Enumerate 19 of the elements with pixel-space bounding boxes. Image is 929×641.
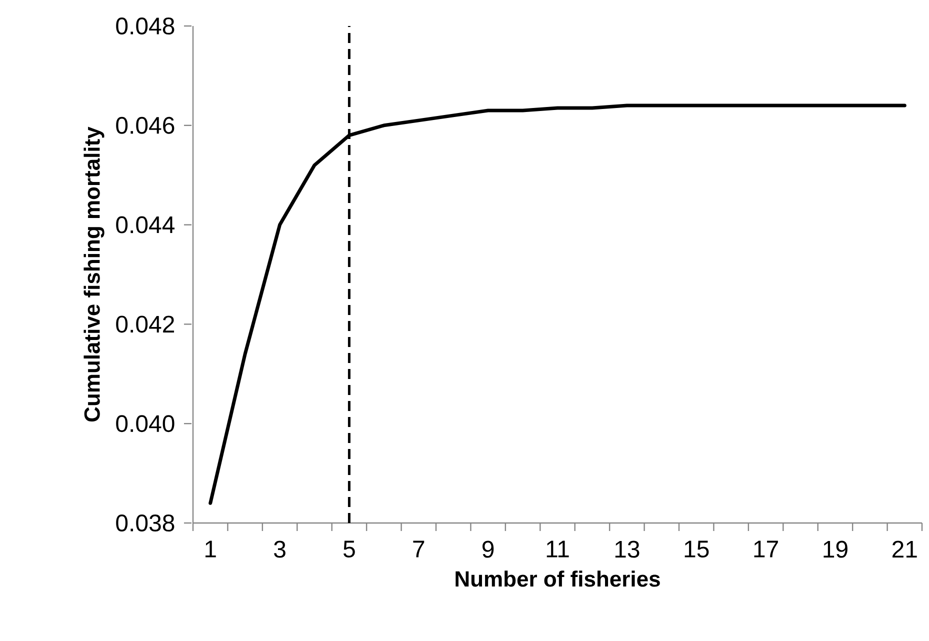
y-tick-label: 0.048 — [116, 17, 174, 34]
x-tick-label: 13 — [615, 540, 640, 558]
y-tick-label: 0.042 — [116, 316, 174, 333]
x-tick-label: 15 — [684, 540, 709, 558]
x-tick-label: 3 — [274, 540, 286, 558]
x-tick-label: 5 — [344, 540, 355, 558]
x-tick-label: 7 — [413, 540, 424, 558]
x-tick-label: 19 — [824, 540, 848, 558]
y-tick-label: 0.040 — [116, 415, 174, 432]
x-tick-label: 21 — [892, 540, 917, 558]
y-tick-label: 0.046 — [116, 116, 174, 134]
y-axis-title: Cumulative fishing mortality — [84, 126, 104, 422]
x-tick-label: 1 — [206, 540, 216, 558]
y-tick-label: 0.038 — [116, 514, 174, 532]
y-tick-label: 0.044 — [116, 216, 175, 234]
x-tick-label: 17 — [754, 540, 778, 558]
x-tick-label: 9 — [482, 540, 494, 558]
x-axis-title: Number of fisheries — [456, 570, 660, 587]
x-tick-label: 11 — [546, 540, 569, 558]
